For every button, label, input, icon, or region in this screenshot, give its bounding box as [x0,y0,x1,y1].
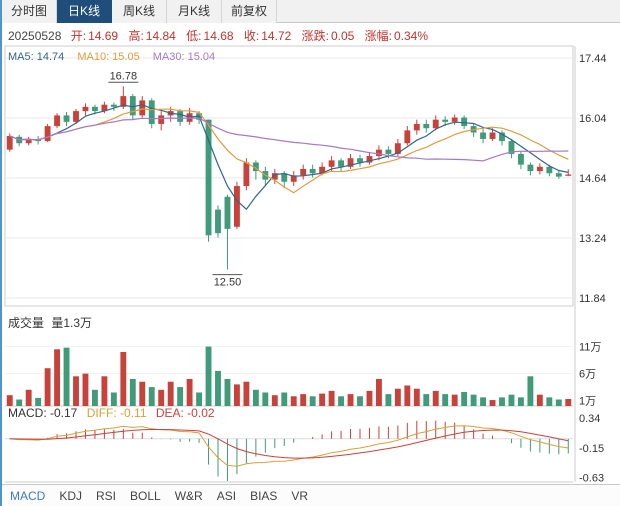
svg-text:17.44: 17.44 [579,53,607,65]
svg-text:16.04: 16.04 [579,113,607,125]
ma10-label: MA10: 15.05 [77,51,140,63]
indicator-tabbar: MACD KDJ RSI BOLL W&R ASI BIAS VR [0,484,620,506]
ma30-label: MA30: 15.04 [152,51,216,63]
tab-wr[interactable]: W&R [174,488,203,503]
dea-value: DEA: -0.02 [155,406,215,420]
svg-text:16.78: 16.78 [110,70,138,82]
svg-text:11万: 11万 [579,342,601,354]
left-accent-border [0,0,2,506]
tab-weekly-k[interactable]: 周K线 [112,0,167,23]
diff-value: DIFF: -0.11 [86,406,147,420]
svg-text:11.84: 11.84 [579,293,606,305]
volume-current: 量1.3万 [51,316,93,330]
tab-boll[interactable]: BOLL [130,488,161,503]
volume-title: 成交量 [8,316,45,330]
ma5-label: MA5: 14.74 [8,51,65,63]
svg-text:0.34: 0.34 [579,413,600,425]
tab-asi[interactable]: ASI [216,488,237,503]
tab-forward-adjusted[interactable]: 前复权 [222,0,277,23]
ma-legend: MA5: 14.74 MA10: 15.05 MA30: 15.04 [8,51,225,63]
tab-kdj[interactable]: KDJ [59,488,83,503]
period-tabbar: 分时图 日K线 周K线 月K线 前复权 [2,0,620,23]
tab-time-chart[interactable]: 分时图 [2,0,57,23]
svg-text:12.50: 12.50 [214,277,242,289]
volume-section-label: 成交量 量1.3万 [8,314,92,331]
change-percent-field: 涨幅: 0.34% [364,29,429,43]
tab-vr[interactable]: VR [291,488,309,503]
svg-text:1万: 1万 [579,396,596,408]
svg-text:6万: 6万 [579,369,596,381]
macd-value-bar: MACD: -0.17 DIFF: -0.11 DEA: -0.02 [8,406,215,420]
svg-text:14.64: 14.64 [579,173,607,185]
change-field: 涨跌: 0.05 [301,29,355,43]
close-field: 收: 14.72 [243,29,292,43]
svg-text:-0.15: -0.15 [579,443,604,455]
open-field: 开: 14.69 [70,29,119,43]
tab-monthly-k[interactable]: 月K线 [167,0,222,23]
trade-date: 20250528 [8,29,62,43]
tab-daily-k[interactable]: 日K线 [57,0,112,23]
ohlc-info-bar: 20250528 开: 14.69 高: 14.84 低: 14.68 收: 14.72… [8,27,435,44]
svg-text:-0.63: -0.63 [579,472,604,484]
low-field: 低: 14.68 [186,29,234,43]
tab-rsi[interactable]: RSI [96,488,117,503]
high-field: 高: 14.84 [128,29,176,43]
tab-macd[interactable]: MACD [10,488,46,503]
macd-value: MACD: -0.17 [8,406,78,420]
svg-text:13.24: 13.24 [579,233,607,245]
tab-bias[interactable]: BIAS [250,488,278,503]
